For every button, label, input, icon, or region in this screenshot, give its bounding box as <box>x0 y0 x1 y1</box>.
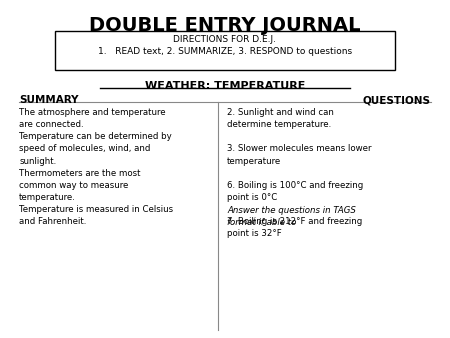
Text: The atmosphere and temperature
are connected.
Temperature can be determined by
s: The atmosphere and temperature are conne… <box>19 108 173 226</box>
Text: QUESTIONS: QUESTIONS <box>363 95 431 105</box>
Text: 1.   READ text, 2. SUMMARIZE, 3. RESPOND to questions: 1. READ text, 2. SUMMARIZE, 3. RESPOND t… <box>98 47 352 56</box>
Text: SUMMARY: SUMMARY <box>19 95 79 105</box>
Text: 2. Sunlight and wind can
determine temperature.

3. Slower molecules means lower: 2. Sunlight and wind can determine tempe… <box>227 108 372 263</box>
Text: Answer the questions in TAGS
format if able to: Answer the questions in TAGS format if a… <box>227 206 356 227</box>
FancyBboxPatch shape <box>55 30 395 70</box>
Text: WEATHER: TEMPERATURE: WEATHER: TEMPERATURE <box>145 81 305 91</box>
Text: DIRECTIONS FOR D.E.J.: DIRECTIONS FOR D.E.J. <box>174 34 276 44</box>
Text: DOUBLE ENTRY JOURNAL: DOUBLE ENTRY JOURNAL <box>89 17 361 35</box>
